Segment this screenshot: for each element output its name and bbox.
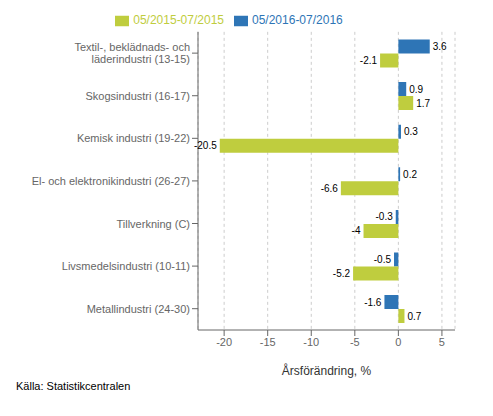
svg-text:Livsmedelsindustri (10-11): Livsmedelsindustri (10-11) xyxy=(62,260,190,272)
svg-text:Metallindustri (24-30): Metallindustri (24-30) xyxy=(87,303,190,315)
svg-text:Kemisk industri (19-22): Kemisk industri (19-22) xyxy=(77,132,190,144)
html-text:05/2015-07/2015: 05/2015-07/2015 xyxy=(133,13,224,27)
svg-text:-6.6: -6.6 xyxy=(321,183,339,194)
svg-text:3.6: 3.6 xyxy=(433,41,447,52)
svg-text:-4: -4 xyxy=(352,225,361,236)
svg-text:1.7: 1.7 xyxy=(416,98,430,109)
svg-text:-15: -15 xyxy=(260,336,276,348)
svg-text:-2.1: -2.1 xyxy=(360,55,378,66)
svg-text:-0.3: -0.3 xyxy=(376,211,394,222)
svg-text:-5.2: -5.2 xyxy=(333,268,351,279)
svg-text:0.9: 0.9 xyxy=(409,84,423,95)
svg-text:-10: -10 xyxy=(303,336,319,348)
svg-text:-20: -20 xyxy=(216,336,232,348)
html-text:Källa: Statistikcentralen: Källa: Statistikcentralen xyxy=(16,380,131,392)
svg-text:Textil-, beklädnads- ochläderi: Textil-, beklädnads- ochläderindustri (1… xyxy=(74,41,190,65)
svg-text:El- och elektronikindustri (26: El- och elektronikindustri (26-27) xyxy=(32,175,190,187)
svg-text:-1.6: -1.6 xyxy=(364,297,382,308)
html-text:05/2016-07/2016: 05/2016-07/2016 xyxy=(252,13,343,27)
svg-text:0.3: 0.3 xyxy=(404,126,418,137)
svg-text:Årsförändring, %: Årsförändring, % xyxy=(282,363,372,378)
svg-text:-5: -5 xyxy=(350,336,360,348)
svg-text:5: 5 xyxy=(439,336,445,348)
svg-text:Tillverkning (C): Tillverkning (C) xyxy=(116,218,190,230)
svg-text:Skogsindustri (16-17): Skogsindustri (16-17) xyxy=(85,90,190,102)
svg-text:-0.5: -0.5 xyxy=(374,254,392,265)
svg-text:0.2: 0.2 xyxy=(403,169,417,180)
svg-text:-20.5: -20.5 xyxy=(194,140,217,151)
svg-text:0: 0 xyxy=(395,336,401,348)
svg-text:0.7: 0.7 xyxy=(407,311,421,322)
